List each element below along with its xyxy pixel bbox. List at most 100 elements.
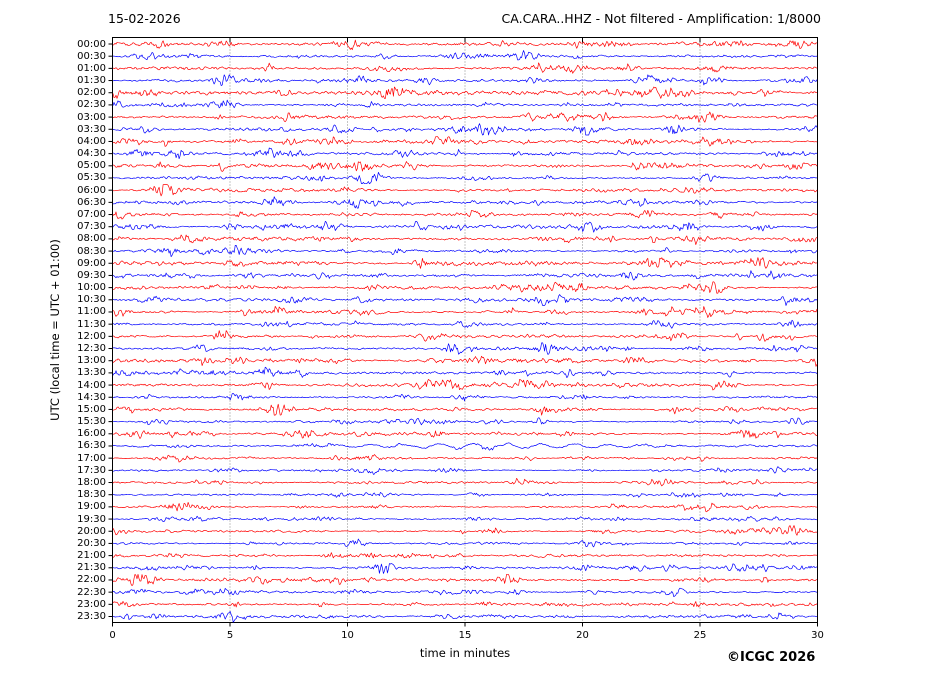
trace-row-1300 xyxy=(112,355,818,367)
row-label-1100: 11:00 xyxy=(77,306,106,318)
row-label-1530: 15:30 xyxy=(77,416,106,428)
row-label-2300: 23:00 xyxy=(77,598,106,610)
trace-row-2330 xyxy=(113,611,818,623)
trace-row-1630 xyxy=(112,442,818,451)
row-label-0700: 07:00 xyxy=(77,209,106,221)
trace-row-1930 xyxy=(112,515,818,522)
trace-row-0800 xyxy=(112,234,818,245)
row-label-0500: 05:00 xyxy=(77,160,106,172)
trace-row-1700 xyxy=(112,454,818,463)
trace-row-0930 xyxy=(112,270,818,281)
trace-row-1400 xyxy=(112,379,818,391)
trace-row-0530 xyxy=(112,171,818,185)
trace-row-2230 xyxy=(112,587,817,598)
row-label-0900: 09:00 xyxy=(77,257,106,269)
row-label-2000: 20:00 xyxy=(77,525,106,537)
row-label-1130: 11:30 xyxy=(77,318,106,330)
trace-row-0130 xyxy=(112,74,818,86)
trace-row-1800 xyxy=(112,477,818,487)
row-label-2130: 21:30 xyxy=(77,562,106,574)
trace-row-2100 xyxy=(112,552,818,559)
trace-row-1430 xyxy=(112,392,818,402)
date-title: 15-02-2026 xyxy=(108,11,181,26)
row-label-1030: 10:30 xyxy=(77,294,106,306)
trace-row-0100 xyxy=(112,62,818,74)
row-label-1800: 18:00 xyxy=(77,477,106,489)
row-label-1000: 10:00 xyxy=(77,282,106,294)
trace-row-0700 xyxy=(112,209,818,220)
row-label-2100: 21:00 xyxy=(77,550,106,562)
row-label-1900: 19:00 xyxy=(77,501,106,513)
row-label-0930: 09:30 xyxy=(77,269,106,281)
row-label-2030: 20:30 xyxy=(77,537,106,549)
row-label-2200: 22:00 xyxy=(77,574,106,586)
row-label-0200: 02:00 xyxy=(77,87,106,99)
row-label-0730: 07:30 xyxy=(77,221,106,233)
row-label-1400: 14:00 xyxy=(77,379,106,391)
trace-row-2300 xyxy=(112,601,818,608)
x-tick-label-25: 25 xyxy=(693,630,707,641)
row-label-0230: 02:30 xyxy=(77,99,106,111)
trace-row-1030 xyxy=(113,294,818,306)
copyright-text: ©ICGC 2026 xyxy=(727,650,816,665)
trace-row-1500 xyxy=(112,403,818,416)
row-label-1830: 18:30 xyxy=(77,489,106,501)
trace-row-1130 xyxy=(112,319,818,329)
trace-row-2000 xyxy=(112,525,818,536)
trace-row-1530 xyxy=(112,417,818,426)
row-label-0530: 05:30 xyxy=(77,172,106,184)
row-label-2330: 23:30 xyxy=(77,611,106,622)
row-label-0000: 00:00 xyxy=(77,38,106,50)
row-label-1630: 16:30 xyxy=(77,440,106,452)
trace-row-2030 xyxy=(112,538,818,548)
trace-row-0900 xyxy=(112,257,818,269)
x-axis-label: time in minutes xyxy=(419,646,511,660)
row-label-0330: 03:30 xyxy=(77,123,106,135)
trace-row-0730 xyxy=(112,220,818,233)
station-channel-title: CA.CARA..HHZ - Not filtered - Amplificat… xyxy=(501,11,821,26)
trace-row-1830 xyxy=(112,492,818,498)
row-label-0100: 01:00 xyxy=(77,62,106,74)
trace-row-1600 xyxy=(112,429,818,439)
x-tick-label-15: 15 xyxy=(458,630,472,641)
trace-row-0200 xyxy=(112,86,818,99)
trace-row-0400 xyxy=(112,136,818,147)
row-label-0030: 00:30 xyxy=(77,50,106,62)
trace-row-0500 xyxy=(112,161,818,172)
row-label-0130: 01:30 xyxy=(77,75,106,87)
trace-row-0030 xyxy=(113,50,818,61)
trace-row-2130 xyxy=(112,563,818,574)
trace-row-1330 xyxy=(112,366,818,378)
trace-row-1230 xyxy=(112,342,818,355)
row-label-1330: 13:30 xyxy=(77,367,106,379)
row-label-0630: 06:30 xyxy=(77,196,106,208)
x-tick-label-10: 10 xyxy=(341,630,354,641)
trace-row-0300 xyxy=(112,111,817,123)
row-label-0830: 08:30 xyxy=(77,245,106,257)
row-label-2230: 22:30 xyxy=(77,586,106,598)
row-label-0300: 03:00 xyxy=(77,111,106,123)
row-label-1600: 16:00 xyxy=(77,428,106,440)
trace-row-1100 xyxy=(112,305,818,318)
trace-row-0830 xyxy=(112,245,818,258)
x-tick-label-20: 20 xyxy=(576,630,589,641)
row-label-1730: 17:30 xyxy=(77,464,106,476)
row-label-0400: 04:00 xyxy=(77,135,106,147)
trace-row-0600 xyxy=(112,184,818,197)
row-label-1930: 19:30 xyxy=(77,513,106,525)
trace-row-0330 xyxy=(112,123,818,136)
trace-row-1000 xyxy=(112,281,818,294)
trace-row-1900 xyxy=(113,502,818,513)
row-label-0600: 06:00 xyxy=(77,184,106,196)
trace-row-0630 xyxy=(112,196,818,209)
x-tick-label-5: 5 xyxy=(226,630,234,641)
trace-row-0230 xyxy=(112,99,818,109)
row-label-1300: 13:00 xyxy=(77,355,106,367)
trace-row-2200 xyxy=(112,573,818,587)
row-label-1230: 12:30 xyxy=(77,343,106,355)
row-label-1700: 17:00 xyxy=(77,452,106,464)
x-tick-label-30: 30 xyxy=(811,630,824,641)
row-label-0430: 04:30 xyxy=(77,148,106,160)
